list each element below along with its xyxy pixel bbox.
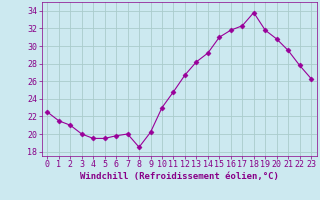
X-axis label: Windchill (Refroidissement éolien,°C): Windchill (Refroidissement éolien,°C) <box>80 172 279 181</box>
